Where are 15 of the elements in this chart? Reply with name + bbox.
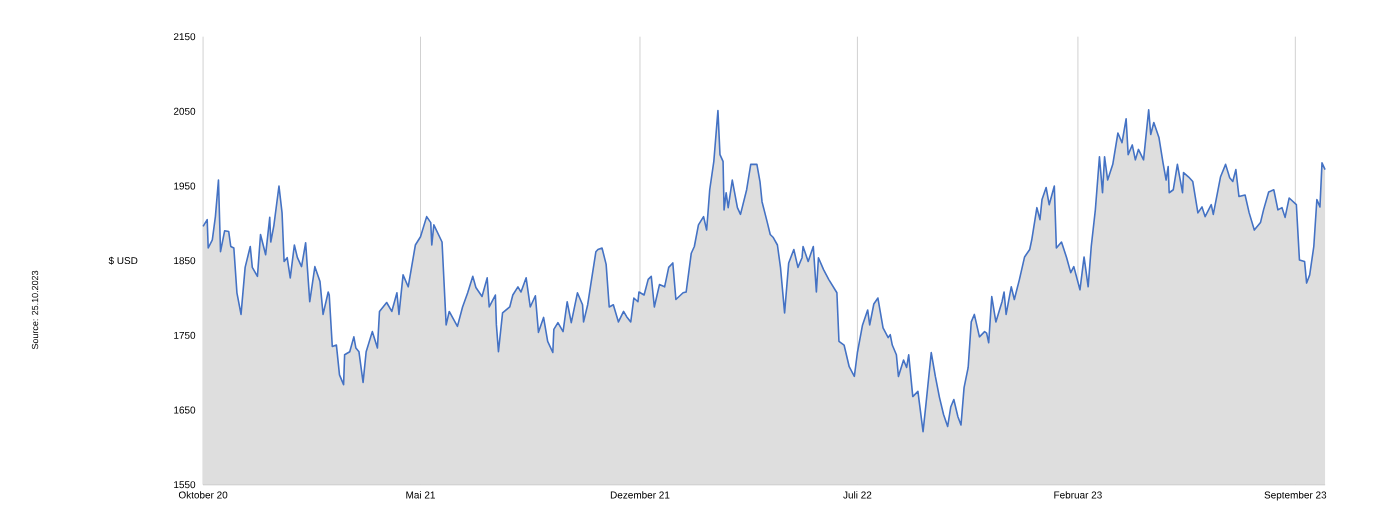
y-tick-label: 1850 <box>174 257 196 265</box>
y-tick-label: 1950 <box>174 182 196 190</box>
x-tick-label: Juli 22 <box>843 491 872 499</box>
x-tick-label: Oktober 20 <box>178 491 228 499</box>
y-tick-label: 1550 <box>174 481 196 489</box>
y-tick-label: 1650 <box>174 406 196 414</box>
x-tick-label: Februar 23 <box>1054 491 1102 499</box>
x-tick-label: Dezember 21 <box>610 491 670 499</box>
y-axis-title: $ USD <box>108 256 138 265</box>
x-tick-label: September 23 <box>1264 491 1327 501</box>
source-note: Source: 25.10.2023 <box>31 270 39 350</box>
y-tick-label: 1750 <box>174 331 196 339</box>
y-tick-label: 2150 <box>173 33 196 41</box>
y-tick-label: 2050 <box>173 107 196 115</box>
x-tick-label: Mai 21 <box>406 491 435 499</box>
